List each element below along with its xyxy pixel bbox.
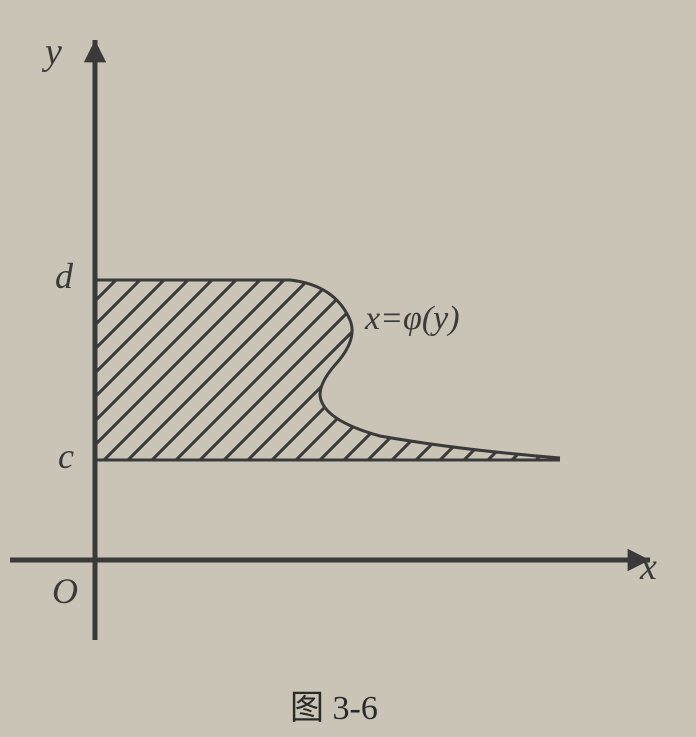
origin-label: O bbox=[52, 570, 78, 612]
y-axis-arrow bbox=[84, 40, 106, 62]
diagram-svg bbox=[0, 0, 696, 737]
y-axis-label: y bbox=[45, 30, 62, 74]
curve-label: x=φ(y) bbox=[365, 300, 460, 338]
figure-caption: 图 3-6 bbox=[290, 680, 378, 729]
tick-c-label: c bbox=[58, 435, 74, 477]
tick-d-label: d bbox=[55, 255, 73, 297]
x-axis-label: x bbox=[640, 545, 657, 589]
